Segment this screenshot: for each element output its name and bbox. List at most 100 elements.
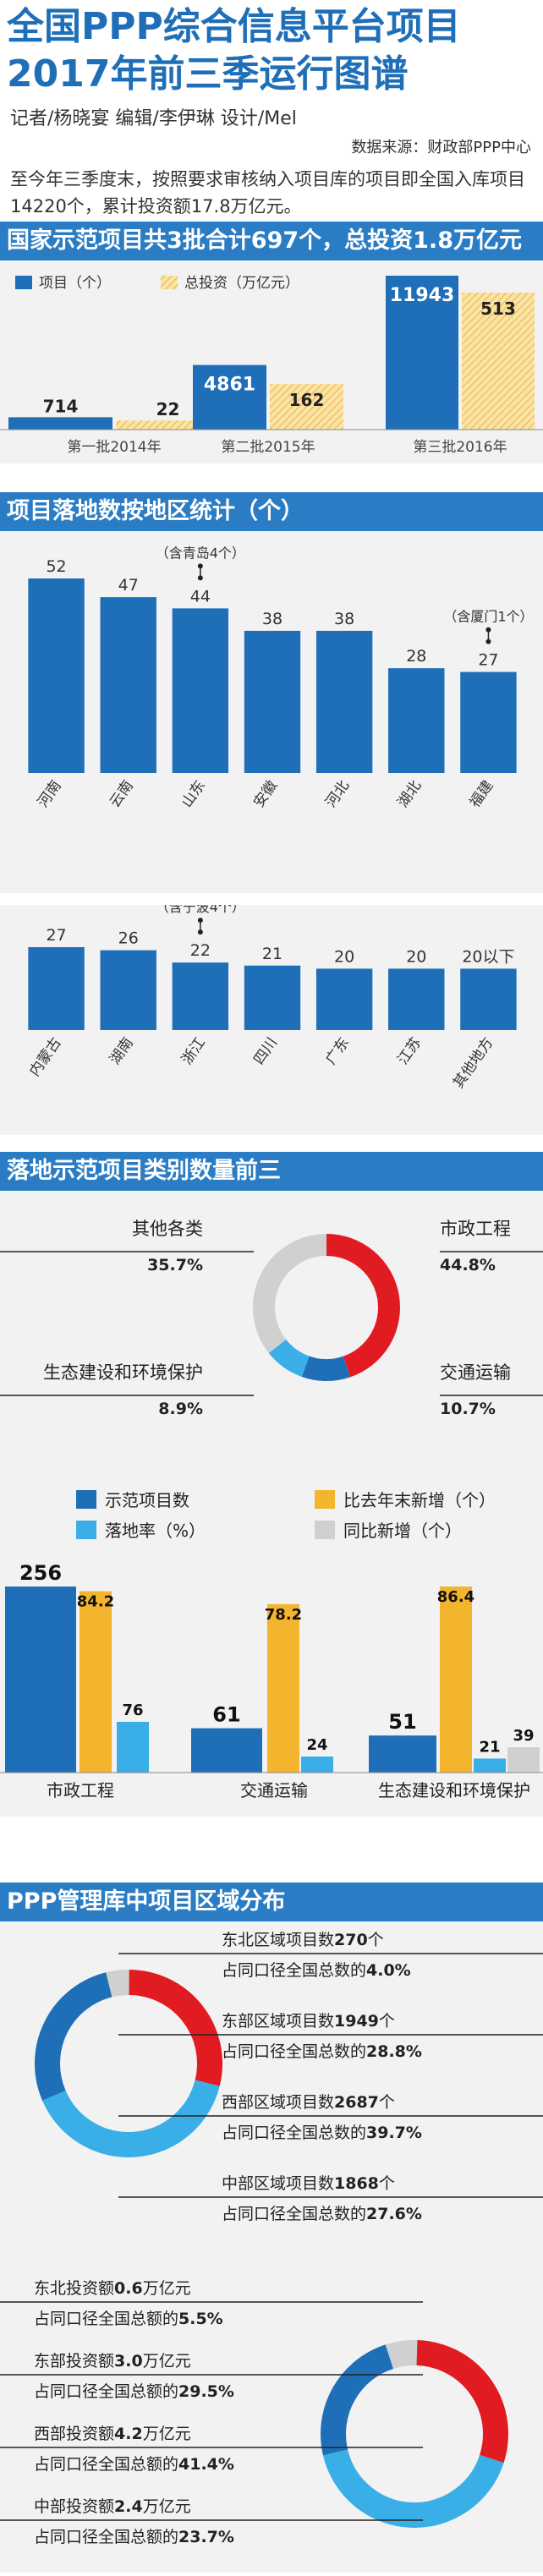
region-value-label: 52 xyxy=(46,557,66,576)
share-value: 8.9% xyxy=(158,1400,203,1418)
annotation-dot xyxy=(197,929,203,935)
category-label: 第三批2016年 xyxy=(413,439,507,456)
region-category-label: 广东 xyxy=(322,1034,353,1067)
legend-label-projects: 项目（个） xyxy=(39,275,111,292)
zone-project-line1: 中部区域项目数1868个 xyxy=(222,2174,395,2193)
donut-slice-northeast xyxy=(385,2340,418,2370)
category-stat-value: 86.4 xyxy=(437,1588,474,1606)
region-bar xyxy=(388,668,445,773)
region-category-label: 云南 xyxy=(107,777,137,810)
share-label: 其他各类 xyxy=(132,1219,203,1239)
region-value-label: 26 xyxy=(118,929,139,948)
zone-investment-line1: 中部投资额2.4万亿元 xyxy=(34,2497,191,2516)
region-annotation: （含青岛4个） xyxy=(156,545,245,561)
donut-slice-central xyxy=(35,1972,112,2101)
region-value-label: 38 xyxy=(334,610,354,628)
zone-investment-line2: 占同口径全国总额的41.4% xyxy=(34,2455,234,2474)
annotation-dot xyxy=(485,639,491,644)
legend-swatch xyxy=(315,1521,335,1539)
region-value-label: 38 xyxy=(262,610,282,628)
category-stat-bar xyxy=(191,1728,262,1773)
categories-banner: 落地示范项目类别数量前三 xyxy=(0,1152,543,1191)
category-label: 第二批2015年 xyxy=(221,439,315,456)
region-bar xyxy=(244,630,301,773)
label-investment: 22 xyxy=(156,399,180,419)
donut-slice-municipal xyxy=(326,1234,400,1378)
zone-project-line2: 占同口径全国总数的27.6% xyxy=(222,2205,422,2223)
zone-investment-line2: 占同口径全国总额的29.5% xyxy=(34,2382,234,2401)
region-category-label: 江苏 xyxy=(394,1034,425,1067)
annotation-dot xyxy=(485,627,491,633)
categories-panel: 市政工程 44.8% 交通运输 10.7% 生态建设和环境保护 8.9% 其他各类 35.7%… xyxy=(0,1191,543,1817)
region-bar xyxy=(244,965,301,1030)
annotation-dot xyxy=(197,575,203,581)
region-category-label: 河北 xyxy=(322,777,353,810)
page-title: 全国PPP综合信息平台项目 2017年前三季运行图谱 xyxy=(7,3,540,98)
region-annotation: （含宁波4个） xyxy=(156,905,245,915)
donut-slice-northeast xyxy=(106,1970,129,1998)
region-bar xyxy=(315,630,373,773)
batches-panel: 项目（个） 总投资（万亿元） 714 22 第一批2014年 4861 162 第二批2015… xyxy=(0,260,543,463)
category-stat-value: 61 xyxy=(212,1703,240,1727)
region-bar xyxy=(100,597,156,773)
category-stat-label: 市政工程 xyxy=(47,1780,114,1800)
legend-swatch-projects xyxy=(15,276,32,289)
region-bar xyxy=(460,671,517,773)
region-bar xyxy=(172,962,229,1030)
category-stat-value: 76 xyxy=(122,1702,143,1719)
region-value-label: 27 xyxy=(46,926,66,945)
share-label: 市政工程 xyxy=(440,1219,511,1239)
zone-project-line1: 东部区域项目数1949个 xyxy=(222,2012,395,2031)
category-stat-value: 51 xyxy=(388,1710,416,1734)
donut-slice-central xyxy=(321,2344,394,2456)
region-value-label: 22 xyxy=(190,941,211,960)
region-category-label: 河南 xyxy=(35,777,65,810)
region-bar xyxy=(315,968,373,1030)
label-projects: 714 xyxy=(43,396,79,416)
share-label: 交通运输 xyxy=(440,1362,511,1383)
region-category-label: 安徽 xyxy=(250,777,281,810)
category-share-chart: 市政工程 44.8% 交通运输 10.7% 生态建设和环境保护 8.9% 其他各类 35.7% xyxy=(0,1219,543,1418)
donut-slice-others xyxy=(253,1234,327,1354)
data-source: 数据来源：财政部PPP中心 xyxy=(351,139,531,156)
region-category-label: 山东 xyxy=(178,777,209,810)
category-stat-bar xyxy=(369,1735,436,1773)
region-category-label: 其他地方 xyxy=(450,1034,496,1091)
legend-label-investment: 总投资（万亿元） xyxy=(184,275,299,292)
batches-chart: 项目（个） 总投资（万亿元） 714 22 第一批2014年 4861 162 第二批2015… xyxy=(0,275,543,456)
region-category-label: 福建 xyxy=(467,777,497,810)
region-category-label: 四川 xyxy=(250,1034,281,1067)
category-stat-value: 78.2 xyxy=(265,1606,302,1624)
region-value-label: 20以下 xyxy=(462,947,514,966)
regions-bottom-panel: 27 内蒙古 26 湖南 22 浙江 （含宁波4个） 21 四川 20 广东 20 江苏 20以下 其他地方 xyxy=(0,899,543,1135)
bar-investment xyxy=(462,293,535,430)
region-bar xyxy=(388,968,445,1030)
zone-investment-line1: 东北投资额0.6万亿元 xyxy=(34,2279,191,2298)
donut-slice-ecology xyxy=(268,1339,310,1377)
label-investment: 162 xyxy=(289,390,325,410)
category-stat-value: 256 xyxy=(19,1561,62,1585)
zone-project-line1: 西部区域项目数2687个 xyxy=(222,2093,395,2112)
category-label: 第一批2014年 xyxy=(67,439,161,456)
batches-banner: 国家示范项目共3批合计697个，总投资1.8万亿元 xyxy=(0,222,543,260)
category-stat-value: 39 xyxy=(513,1727,534,1745)
region-category-label: 浙江 xyxy=(178,1034,209,1067)
regions-top-panel: 52 河南 47 云南 44 山东 （含青岛4个） 38 安徽 38 河北 28 湖北 27 福建 （含厦门1… xyxy=(0,531,543,893)
region-bar xyxy=(28,947,85,1030)
credits: 记者/杨晓宴 编辑/李伊琳 设计/Mel xyxy=(10,108,297,129)
legend-swatch xyxy=(76,1521,96,1539)
category-stat-bar xyxy=(440,1587,472,1773)
donut-slice-west xyxy=(322,2449,504,2528)
category-stat-bar xyxy=(301,1757,333,1773)
category-stat-bar xyxy=(5,1587,76,1773)
bar-investment xyxy=(116,420,220,430)
legend-swatch xyxy=(76,1490,96,1509)
bar-projects xyxy=(8,417,112,430)
zone-investment-line2: 占同口径全国总额的23.7% xyxy=(34,2528,234,2546)
region-value-label: 21 xyxy=(262,945,282,963)
legend-label: 同比新增（个） xyxy=(343,1521,462,1541)
region-value-label: 47 xyxy=(118,576,139,595)
category-stat-value: 24 xyxy=(306,1736,327,1754)
zones-banner: PPP管理库中项目区域分布 xyxy=(0,1883,543,1921)
